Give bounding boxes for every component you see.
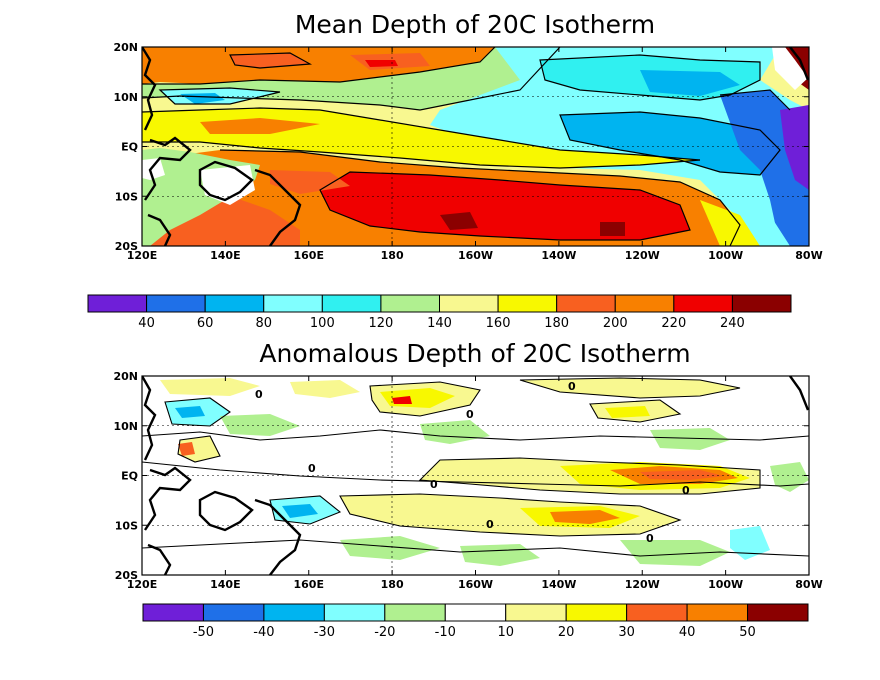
lat-tick-label: 20N	[113, 41, 138, 54]
colorbar-label: -50	[193, 625, 214, 640]
lon-tick-label: 120E	[127, 249, 157, 262]
colorbar-label: 240	[720, 316, 745, 331]
lat-tick-label: 20S	[115, 569, 138, 582]
mean-depth-field	[142, 47, 809, 246]
colorbar-swatch	[87, 294, 148, 313]
lon-tick-label: 140W	[541, 578, 576, 591]
lon-tick-label: 180	[381, 249, 404, 262]
colorbar-swatch	[747, 603, 809, 622]
colorbar-label: 40	[138, 316, 155, 331]
colorbar-swatch	[263, 603, 325, 622]
colorbar-swatch	[263, 294, 323, 313]
colorbar-swatch	[686, 603, 749, 622]
mean-gridlines	[142, 47, 809, 246]
colorbar-label: -30	[314, 625, 335, 640]
panel-mean: Mean Depth of 20C Isotherm	[113, 10, 822, 262]
colorbar-swatch	[626, 603, 688, 622]
colorbar-label: 20	[558, 625, 575, 640]
colorbar-label: 100	[310, 316, 335, 331]
colorbar-swatch	[614, 294, 675, 313]
colorbar-label: 50	[739, 625, 756, 640]
colorbar-label: 120	[369, 316, 394, 331]
colorbar-swatch	[384, 603, 446, 622]
colorbar-label: 40	[679, 625, 696, 640]
colorbar-label: 160	[486, 316, 511, 331]
mean-axis-ticks: 120E 140E 160E 180 160W 140W 120W 100W 80W 20N 10N…	[113, 41, 822, 262]
lon-tick-label: 160E	[294, 578, 324, 591]
lon-tick-label: 180	[381, 578, 404, 591]
colorbar-swatch	[565, 603, 628, 622]
anomaly-depth-field: 0 0 0 0 0 0 0 0	[142, 376, 809, 575]
lon-tick-label: 160E	[294, 249, 324, 262]
lon-tick-label: 100W	[708, 578, 743, 591]
mean-colorbar: 40 60 80 100 120 140 160 180 200 220 240	[87, 294, 792, 331]
lon-tick-label: 140W	[541, 249, 576, 262]
colorbar-label: 30	[618, 625, 635, 640]
lon-tick-label: 160W	[458, 578, 493, 591]
lat-tick-label: 10S	[115, 519, 138, 532]
colorbar-label: 60	[197, 316, 214, 331]
colorbar-swatch	[673, 294, 733, 313]
colorbar-swatch	[556, 294, 616, 313]
colorbar-label: -10	[435, 625, 456, 640]
colorbar-swatch	[505, 603, 567, 622]
colorbar-swatch	[321, 294, 382, 313]
contour-label: 0	[568, 380, 576, 393]
lon-tick-label: 100W	[708, 249, 743, 262]
lat-tick-label: 10S	[115, 190, 138, 203]
colorbar-swatch	[380, 294, 440, 313]
lat-tick-label: EQ	[121, 470, 138, 483]
anomaly-gridlines	[142, 376, 809, 575]
lon-tick-label: 140E	[210, 578, 240, 591]
contour-label: 0	[682, 484, 690, 497]
colorbar-swatch	[323, 603, 386, 622]
colorbar-label: 140	[427, 316, 452, 331]
colorbar-swatch	[142, 603, 204, 622]
lon-tick-label: 120W	[625, 578, 660, 591]
contour-label: 0	[486, 518, 494, 531]
panel-anomaly: Anomalous Depth of 20C Isotherm	[113, 339, 822, 591]
lat-tick-label: 10N	[113, 420, 138, 433]
anomaly-axis-ticks: 120E 140E 160E 180 160W 140W 120W 100W 80W 20N 10N…	[113, 370, 822, 591]
lon-tick-label: 160W	[458, 249, 493, 262]
colorbar-label: -40	[253, 625, 274, 640]
lon-tick-label: 140E	[210, 249, 240, 262]
colorbar-label: -20	[374, 625, 395, 640]
colorbar-swatch	[202, 603, 265, 622]
contour-label: 0	[646, 532, 654, 545]
lon-tick-label: 120W	[625, 249, 660, 262]
lat-tick-label: EQ	[121, 141, 138, 154]
lon-tick-label: 80W	[795, 578, 822, 591]
colorbar-swatch	[439, 294, 499, 313]
contour-label: 0	[466, 408, 474, 421]
colorbar-swatch	[146, 294, 206, 313]
colorbar-label: 200	[603, 316, 628, 331]
lat-tick-label: 20S	[115, 240, 138, 253]
lon-tick-label: 80W	[795, 249, 822, 262]
contour-label: 0	[430, 478, 438, 491]
lon-tick-label: 120E	[127, 578, 157, 591]
lat-tick-label: 20N	[113, 370, 138, 383]
contour-label: 0	[255, 388, 263, 401]
colorbar-swatch	[204, 294, 265, 313]
colorbar-label: 10	[497, 625, 514, 640]
colorbar-label: 220	[661, 316, 686, 331]
colorbar-label: 180	[544, 316, 569, 331]
panel-mean-title: Mean Depth of 20C Isotherm	[295, 10, 655, 39]
lat-tick-label: 10N	[113, 91, 138, 104]
colorbar-swatch	[731, 294, 792, 313]
anomaly-colorbar: -50 -40 -30 -20 -10 10 20 30 40 50	[142, 603, 809, 640]
colorbar-swatch	[497, 294, 558, 313]
colorbar-swatch	[444, 603, 507, 622]
panel-anomaly-title: Anomalous Depth of 20C Isotherm	[259, 339, 690, 368]
contour-label: 0	[308, 462, 316, 475]
colorbar-label: 80	[255, 316, 272, 331]
